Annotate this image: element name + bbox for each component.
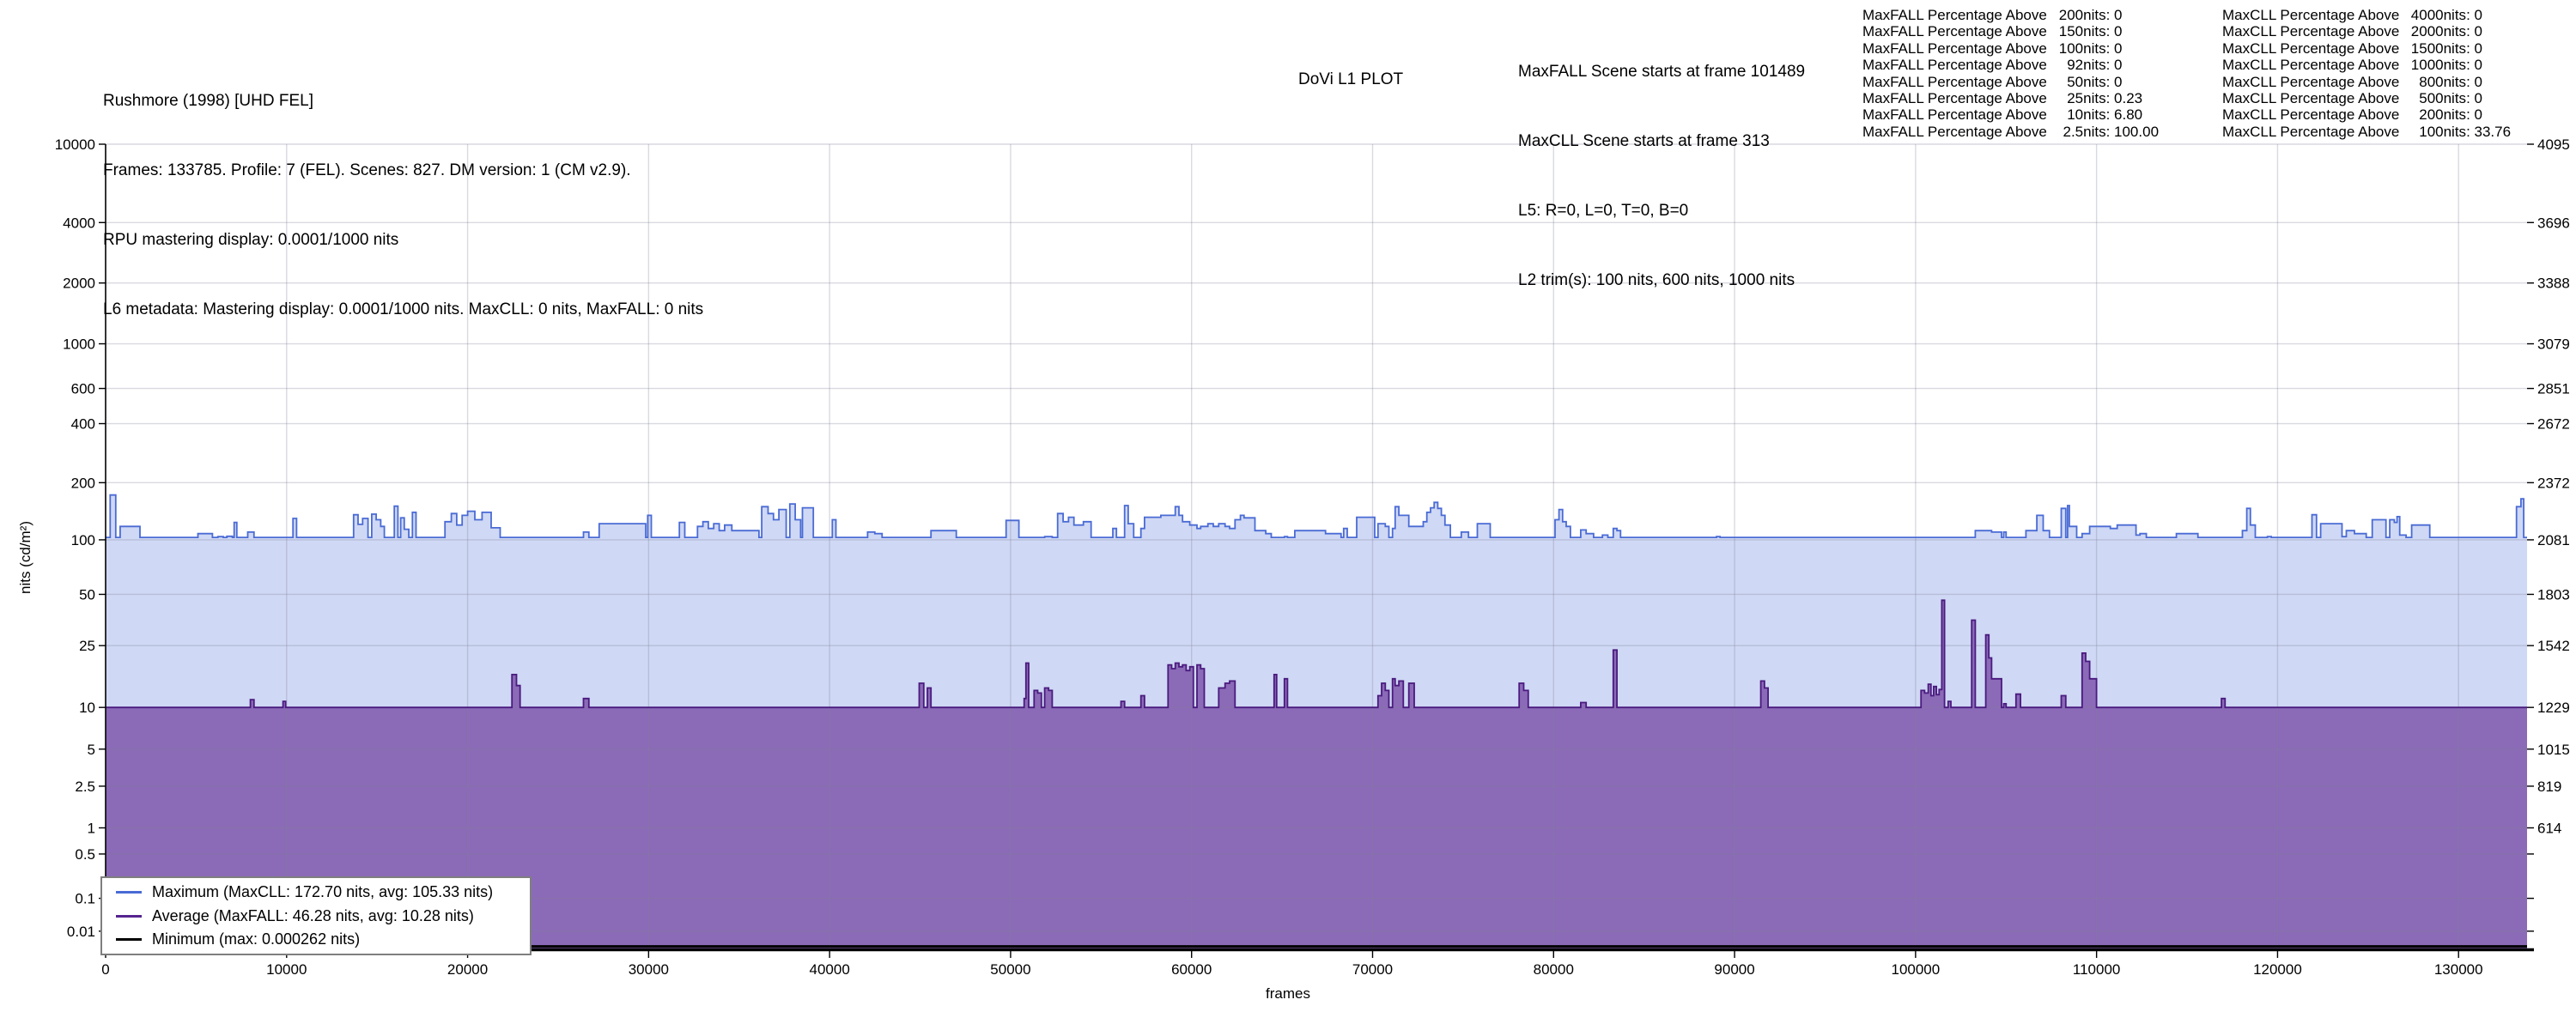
svg-text:1542: 1542: [2537, 638, 2570, 654]
svg-text:50000: 50000: [990, 961, 1030, 978]
svg-text:80000: 80000: [1534, 961, 1574, 978]
svg-text:70000: 70000: [1352, 961, 1393, 978]
legend-line-swatch: [116, 937, 142, 941]
legend-label: Minimum (max: 0.000262 nits): [152, 930, 361, 948]
svg-text:10000: 10000: [55, 136, 95, 153]
percentage-row: MaxFALL Percentage Above 50nits: 0: [1862, 73, 2123, 90]
percentage-row: MaxFALL Percentage Above 10nits: 6.80: [1862, 106, 2143, 124]
stream-info: Frames: 133785. Profile: 7 (FEL). Scenes…: [103, 161, 631, 179]
percentage-row: MaxCLL Percentage Above 1500nits: 0: [2222, 39, 2482, 57]
y-axis-label: nits (cd/m²): [17, 521, 33, 594]
legend-item: Maximum (MaxCLL: 172.70 nits, avg: 105.3…: [116, 883, 530, 901]
svg-text:10000: 10000: [266, 961, 307, 978]
svg-text:30000: 30000: [629, 961, 669, 978]
legend: Maximum (MaxCLL: 172.70 nits, avg: 105.3…: [100, 876, 532, 955]
l2-trims: L2 trim(s): 100 nits, 600 nits, 1000 nit…: [1518, 271, 1795, 289]
svg-text:5: 5: [88, 742, 95, 758]
svg-text:2851: 2851: [2537, 381, 2570, 397]
svg-text:0.1: 0.1: [75, 891, 95, 907]
rpu-mastering-display: RPU mastering display: 0.0001/1000 nits: [103, 231, 399, 249]
scene-info: MaxFALL Scene starts at frame 101489 Max…: [1518, 14, 1805, 315]
x-axis-label: frames: [1266, 985, 1310, 1002]
percentage-row: MaxCLL Percentage Above 1000nits: 0: [2222, 57, 2482, 74]
svg-text:40000: 40000: [810, 961, 850, 978]
legend-line-swatch: [116, 891, 142, 894]
percentage-row: MaxCLL Percentage Above 500nits: 0: [2222, 90, 2482, 107]
svg-text:600: 600: [71, 381, 95, 397]
svg-text:3079: 3079: [2537, 336, 2570, 353]
svg-text:20000: 20000: [447, 961, 488, 978]
svg-text:0: 0: [101, 961, 109, 978]
maxfall-scene-start: MaxFALL Scene starts at frame 101489: [1518, 63, 1806, 81]
percentage-row: MaxCLL Percentage Above 4000nits: 0: [2222, 7, 2482, 23]
percentage-row: MaxCLL Percentage Above 2000nits: 0: [2222, 23, 2482, 40]
legend-item: Minimum (max: 0.000262 nits): [116, 930, 530, 948]
svg-text:90000: 90000: [1714, 961, 1754, 978]
svg-text:1803: 1803: [2537, 586, 2570, 603]
svg-text:3696: 3696: [2537, 215, 2570, 231]
maxfall-percentage-table: MaxFALL Percentage Above 200nits: 0 MaxFA…: [1862, 7, 2159, 140]
percentage-row: MaxFALL Percentage Above 100nits: 0: [1862, 39, 2123, 57]
svg-text:3388: 3388: [2537, 276, 2570, 292]
maxcll-scene-start: MaxCLL Scene starts at frame 313: [1518, 132, 1770, 150]
l5-offsets: L5: R=0, L=0, T=0, B=0: [1518, 202, 1689, 220]
svg-text:2081: 2081: [2537, 532, 2570, 548]
svg-text:130000: 130000: [2434, 961, 2483, 978]
svg-text:60000: 60000: [1171, 961, 1212, 978]
svg-text:1: 1: [88, 821, 95, 837]
l6-metadata: L6 metadata: Mastering display: 0.0001/1…: [103, 300, 704, 318]
svg-text:2372: 2372: [2537, 475, 2570, 491]
svg-text:2.5: 2.5: [75, 779, 95, 795]
svg-text:4000: 4000: [63, 215, 95, 231]
percentage-row: MaxCLL Percentage Above 100nits: 33.76: [2222, 123, 2512, 140]
percentage-row: MaxCLL Percentage Above 800nits: 0: [2222, 73, 2482, 90]
svg-text:110000: 110000: [2073, 961, 2120, 978]
svg-text:25: 25: [79, 638, 95, 654]
svg-text:0.01: 0.01: [67, 924, 95, 940]
svg-text:100000: 100000: [1891, 961, 1940, 978]
legend-item: Average (MaxFALL: 46.28 nits, avg: 10.28…: [116, 907, 530, 925]
svg-text:1000: 1000: [63, 336, 95, 353]
svg-text:0.5: 0.5: [75, 846, 95, 863]
svg-text:400: 400: [71, 416, 95, 433]
movie-title: Rushmore (1998) [UHD FEL]: [103, 92, 313, 110]
plot-title: DoVi L1 PLOT: [1298, 70, 1404, 88]
svg-text:1015: 1015: [2537, 742, 2570, 758]
percentage-row: MaxFALL Percentage Above 25nits: 0.23: [1862, 90, 2143, 107]
svg-text:200: 200: [71, 475, 95, 491]
svg-text:614: 614: [2537, 821, 2561, 837]
maxcll-percentage-table: MaxCLL Percentage Above 4000nits: 0 MaxCL…: [2222, 7, 2511, 140]
percentage-row: MaxFALL Percentage Above 92nits: 0: [1862, 57, 2123, 74]
percentage-row: MaxFALL Percentage Above 150nits: 0: [1862, 23, 2123, 40]
legend-line-swatch: [116, 914, 142, 918]
svg-text:2672: 2672: [2537, 416, 2570, 433]
svg-text:2000: 2000: [63, 276, 95, 292]
svg-text:1229: 1229: [2537, 700, 2570, 716]
percentage-row: MaxFALL Percentage Above 2.5nits: 100.00: [1862, 123, 2160, 140]
percentage-row: MaxCLL Percentage Above 200nits: 0: [2222, 106, 2482, 124]
svg-text:819: 819: [2537, 779, 2561, 795]
percentage-row: MaxFALL Percentage Above 200nits: 0: [1862, 7, 2123, 23]
header-info: Rushmore (1998) [UHD FEL] Frames: 133785…: [103, 43, 703, 344]
svg-text:120000: 120000: [2253, 961, 2302, 978]
legend-label: Maximum (MaxCLL: 172.70 nits, avg: 105.3…: [152, 883, 494, 901]
svg-text:10: 10: [79, 700, 95, 716]
svg-text:50: 50: [79, 586, 95, 603]
svg-text:100: 100: [71, 532, 95, 548]
legend-label: Average (MaxFALL: 46.28 nits, avg: 10.28…: [152, 906, 474, 924]
svg-text:4095: 4095: [2537, 136, 2570, 153]
